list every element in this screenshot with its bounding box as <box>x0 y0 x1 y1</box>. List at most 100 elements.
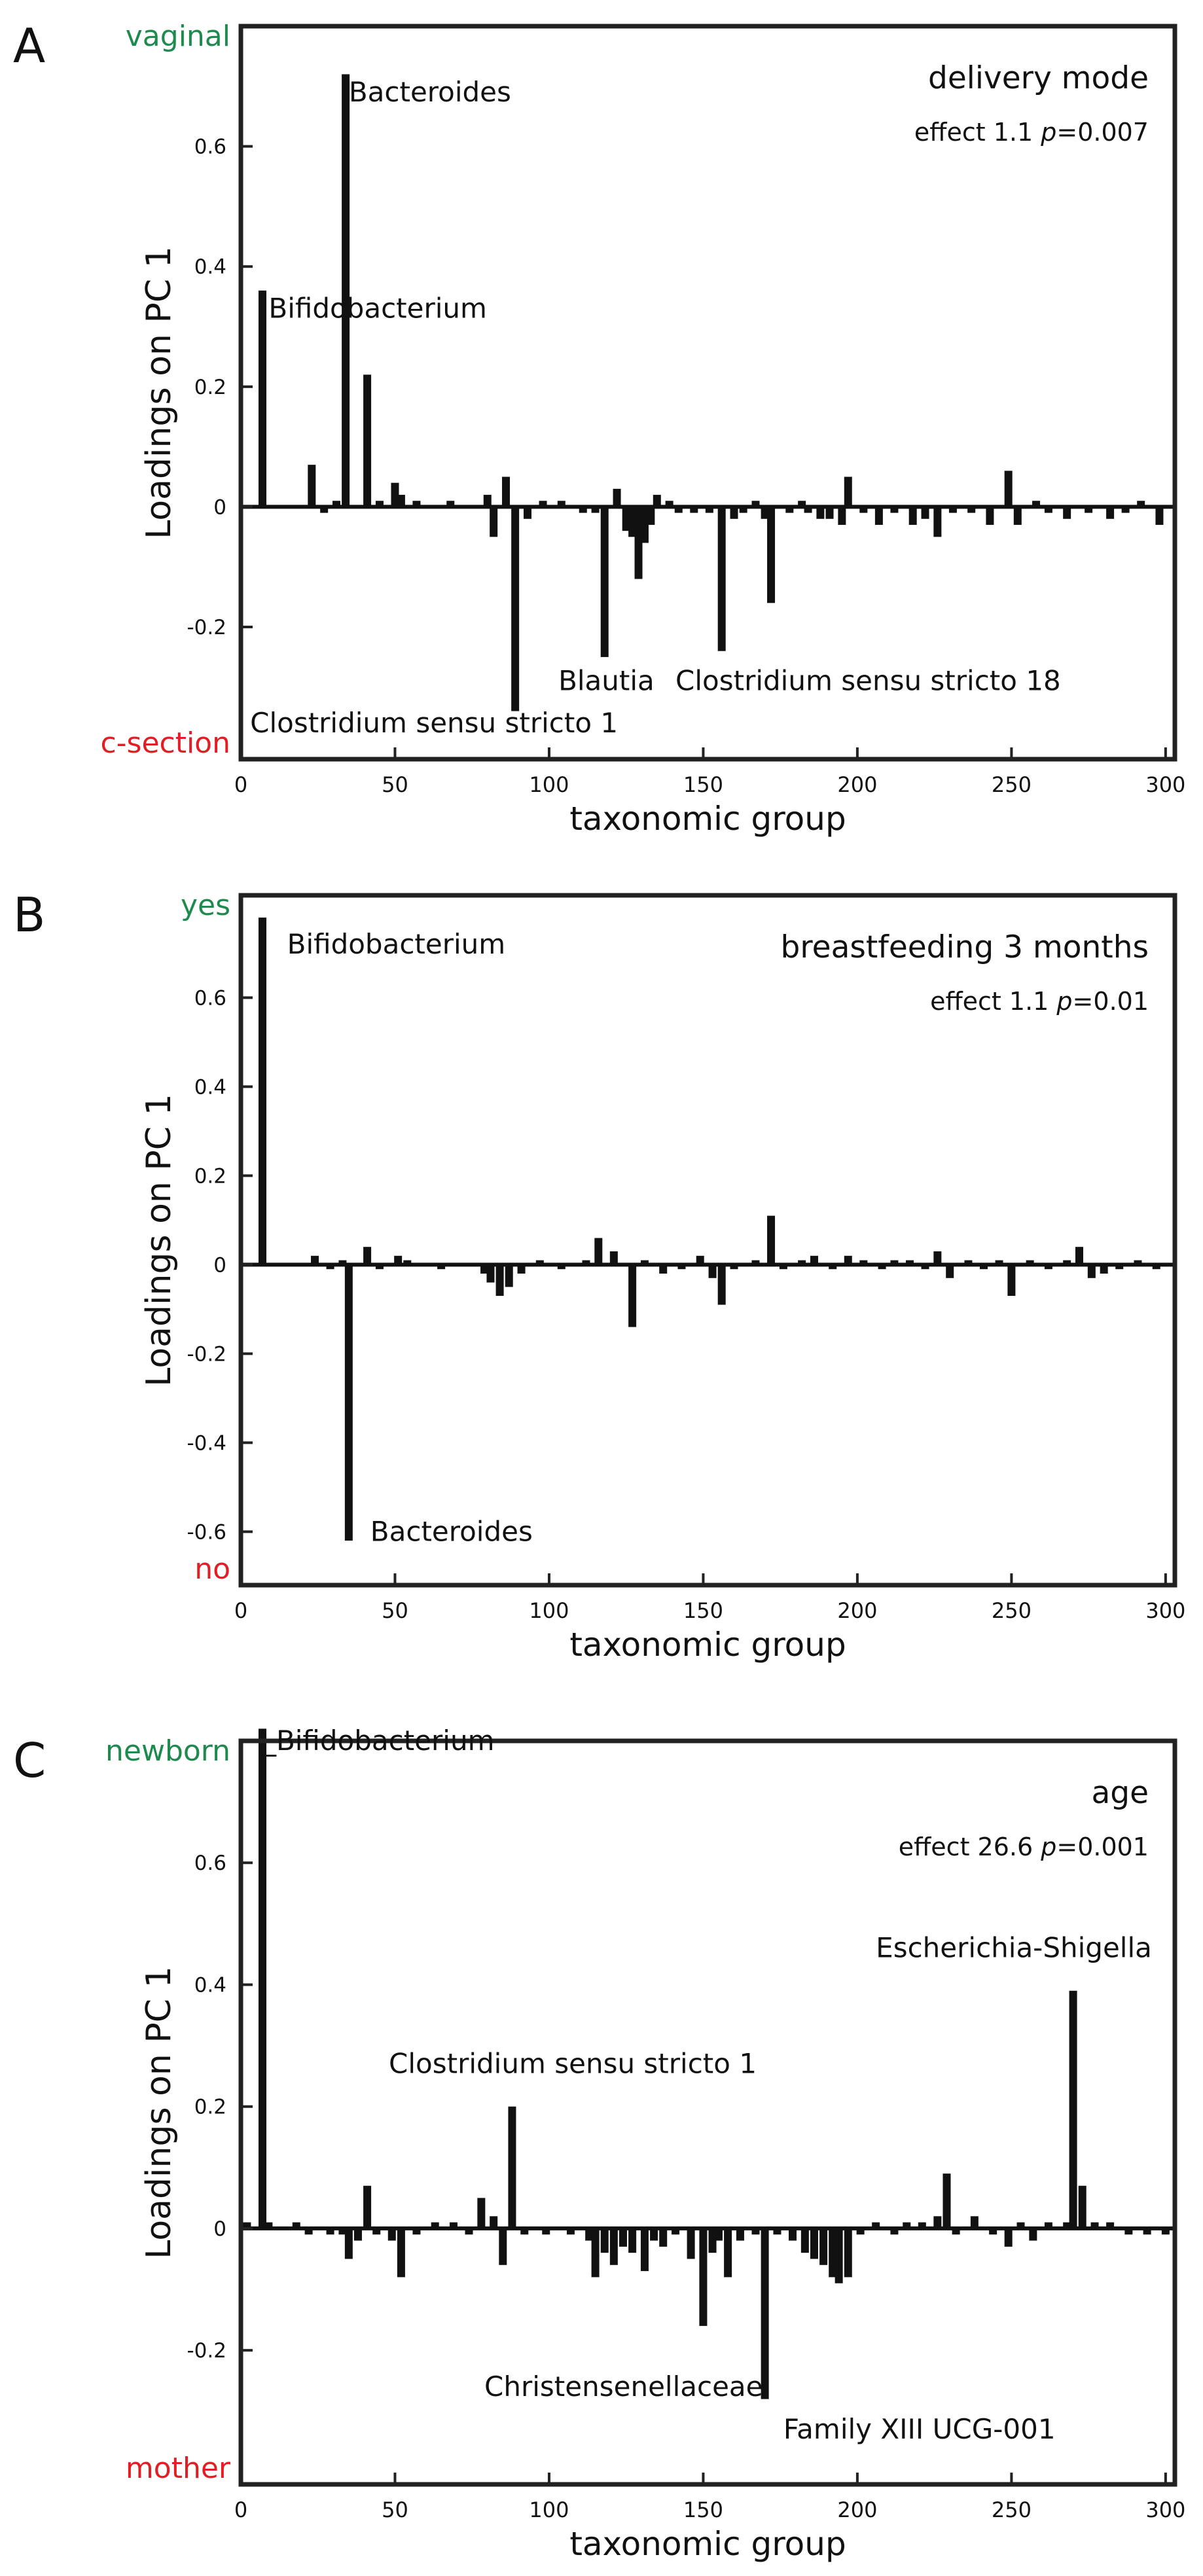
loading-bar <box>903 2222 911 2228</box>
loading-bar <box>258 918 266 1265</box>
loading-bar <box>582 1260 590 1265</box>
panel-a: 0.6 0.4 0.2 0 -0.2 0 50 100 150 200 250 300 taxonomi… <box>0 0 1203 857</box>
loading-bar <box>1026 1260 1034 1265</box>
top-group-label: vaginal <box>126 20 230 53</box>
loading-bar <box>609 2228 618 2265</box>
loading-bar <box>628 1264 637 1327</box>
loading-bar <box>690 507 698 513</box>
loading-bar <box>829 2228 837 2278</box>
effect-stat: effect 26.6 p=0.001 <box>899 1833 1149 1861</box>
loading-bar <box>816 507 825 519</box>
y-axis-title: Loadings on PC 1 <box>139 1966 179 2259</box>
factor-title: age <box>1091 1775 1149 1811</box>
loading-bar <box>856 2228 865 2235</box>
y-tick-label: 0.6 <box>194 986 226 1010</box>
loading-bar <box>964 1260 973 1265</box>
y-tick-label: 0 <box>213 1253 226 1277</box>
loading-bar <box>1044 507 1052 513</box>
x-tick-label: 50 <box>382 772 408 797</box>
x-tick-label: 200 <box>837 772 877 797</box>
factor-title: breastfeeding 3 months <box>781 929 1149 965</box>
x-tick-label: 100 <box>529 2497 569 2522</box>
plot-frame <box>238 1738 1177 2487</box>
loading-bar <box>844 2228 852 2278</box>
taxon-label: Bifidobacterium <box>268 292 487 324</box>
loading-bar <box>1115 1264 1124 1270</box>
loading-bar <box>1085 507 1093 513</box>
loading-bar <box>819 2228 828 2265</box>
x-tick-label: 0 <box>234 2497 247 2522</box>
loading-bar <box>363 2185 372 2228</box>
loading-bar <box>403 1260 412 1265</box>
x-tick-label: 100 <box>529 772 569 797</box>
loading-bar <box>397 2228 405 2278</box>
loading-bar <box>751 501 760 507</box>
loading-bar <box>687 2228 695 2259</box>
loading-bar <box>243 2222 251 2228</box>
x-tick-label: 50 <box>382 2497 408 2522</box>
loading-bar <box>591 507 600 513</box>
loading-bar <box>446 501 455 507</box>
loading-bar <box>825 507 834 519</box>
loading-bar <box>767 1215 776 1265</box>
loading-bar <box>696 1255 704 1265</box>
taxon-label: Bacteroides <box>370 1515 533 1547</box>
loading-bar <box>761 2228 769 2399</box>
loading-bar <box>600 507 609 657</box>
loading-bar <box>394 1255 403 1265</box>
y-tick-label: 0.4 <box>194 1075 226 1099</box>
loading-bar <box>505 1264 513 1287</box>
loading-bar <box>1106 507 1115 519</box>
loading-bar <box>585 2228 594 2241</box>
taxon-label: Bacteroides <box>349 76 511 108</box>
y-tick-label: -0.2 <box>187 616 227 639</box>
loading-bar <box>535 1260 544 1265</box>
loading-bar <box>304 2228 313 2235</box>
loading-bar <box>258 1728 266 2228</box>
loading-bar <box>591 2228 600 2278</box>
loading-bar <box>449 2222 458 2228</box>
loading-bar <box>1032 501 1041 507</box>
loading-bar <box>736 2228 744 2241</box>
loading-bar <box>844 476 852 507</box>
y-tick-label: 0.2 <box>194 376 226 399</box>
loading-bar <box>1124 2228 1133 2235</box>
loading-bar <box>995 1260 1003 1265</box>
loading-bar <box>730 507 738 519</box>
loading-bar <box>653 495 661 507</box>
loading-bar <box>490 2216 498 2228</box>
loading-bar <box>465 2228 473 2235</box>
loading-bar <box>1100 1264 1108 1274</box>
y-tick-label: 0 <box>213 2217 226 2241</box>
taxon-label: _Bifidobacterium <box>262 1725 495 1757</box>
loading-bar <box>511 507 520 711</box>
taxon-label: Blautia <box>558 665 655 697</box>
loading-bar <box>905 1260 914 1265</box>
loading-bar <box>344 1264 353 1541</box>
loading-bar <box>1155 507 1164 525</box>
chart-c: 0.6 0.4 0.2 0 -0.2 0 50 100 150 200 250 300 taxonomi… <box>13 1725 1185 2563</box>
taxon-label: Clostridium sensu stricto 1 <box>250 707 618 739</box>
loading-bar <box>1075 1247 1084 1265</box>
loading-bar <box>878 1264 886 1270</box>
loading-bar <box>397 495 405 507</box>
panel-letter: B <box>13 887 45 942</box>
loading-bar <box>477 2198 486 2228</box>
loading-bar <box>628 2228 637 2253</box>
loading-bar <box>874 507 883 525</box>
loading-bar <box>677 1264 686 1270</box>
x-axis-title: taxonomic group <box>569 2525 846 2563</box>
loading-bar <box>844 1255 852 1265</box>
loading-bar <box>1152 1264 1160 1270</box>
loading-bar <box>933 1251 942 1265</box>
loading-bar <box>391 482 399 507</box>
loading-bar <box>650 2228 658 2241</box>
loading-bar <box>967 507 976 513</box>
loading-bar <box>1090 2222 1099 2228</box>
x-tick-label: 200 <box>837 2497 877 2522</box>
chart-b: 0.6 0.4 0.2 0 -0.2 -0.4 -0.6 0 50 100 150 200 250 300… <box>13 887 1185 1664</box>
loading-bar <box>1087 1264 1096 1278</box>
loading-bar <box>311 1255 319 1265</box>
loading-bar <box>502 476 511 507</box>
loading-bar <box>375 501 384 507</box>
